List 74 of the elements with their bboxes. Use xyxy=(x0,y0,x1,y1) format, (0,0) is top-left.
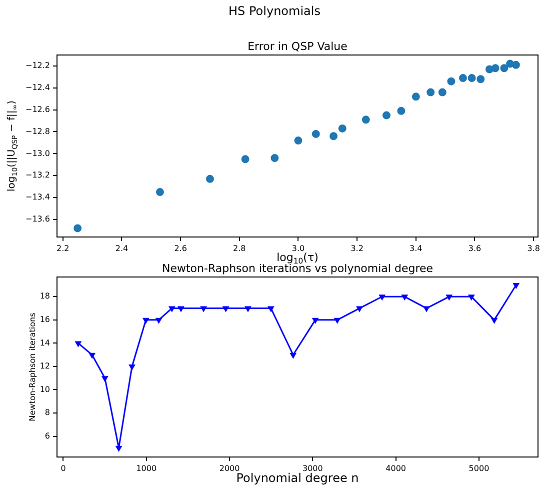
x-tick-label: 2.6 xyxy=(174,244,187,253)
y-tick-label: 10 xyxy=(40,384,50,394)
y-tick-label: −13.0 xyxy=(25,148,50,158)
point xyxy=(491,64,500,72)
x-tick-label: 3000 xyxy=(302,464,323,473)
x-tick-label: 3.8 xyxy=(527,244,540,253)
chart-title: HS Polynomials xyxy=(228,4,320,18)
point xyxy=(382,111,390,120)
y-tick-label: −12.8 xyxy=(25,126,50,136)
point xyxy=(312,130,320,138)
y-axis-title: Newton-Raphson iterations xyxy=(28,312,38,422)
x-tick-label: 2.8 xyxy=(233,244,246,253)
point xyxy=(476,75,485,84)
point xyxy=(458,74,467,82)
point xyxy=(426,88,435,96)
point xyxy=(206,174,214,183)
point xyxy=(438,88,446,96)
point xyxy=(500,64,508,72)
x-tick-label: 3.4 xyxy=(410,244,422,253)
point xyxy=(294,136,302,145)
x-tick-label: 2.4 xyxy=(115,244,128,253)
y-tick-label: −12.4 xyxy=(25,82,50,92)
point xyxy=(491,318,498,324)
y-tick-label: 16 xyxy=(40,315,50,324)
point xyxy=(513,283,520,288)
y-tick-label: 8 xyxy=(44,408,50,418)
point xyxy=(156,318,162,324)
point xyxy=(362,116,370,124)
point xyxy=(290,352,296,358)
point xyxy=(129,364,135,370)
x-tick-label: 2.2 xyxy=(56,244,70,253)
point xyxy=(268,306,274,312)
point xyxy=(156,188,164,196)
x-axis-title: Polynomial degree n xyxy=(236,471,359,486)
x-tick-label: 3.2 xyxy=(350,244,364,253)
point xyxy=(447,77,456,86)
point xyxy=(168,306,175,312)
point xyxy=(89,352,96,358)
point xyxy=(334,318,340,324)
y-tick-label: −12.6 xyxy=(25,104,50,114)
point xyxy=(338,124,346,132)
point xyxy=(356,306,362,312)
point xyxy=(330,132,338,140)
point xyxy=(178,306,184,312)
point xyxy=(142,318,149,324)
x-tick-label: 3.0 xyxy=(292,244,305,253)
point xyxy=(424,306,430,312)
x-tick-label: 3.6 xyxy=(468,244,482,253)
y-tick-label: 18 xyxy=(40,292,50,301)
x-tick-label: 5000 xyxy=(468,464,490,473)
y-tick-label: 6 xyxy=(44,431,50,440)
x-tick-label: 0 xyxy=(60,464,66,473)
point xyxy=(412,92,420,101)
point xyxy=(312,318,318,324)
point xyxy=(116,446,122,452)
point xyxy=(222,306,229,312)
point xyxy=(270,154,279,162)
point xyxy=(512,60,520,69)
chart-subtitle: Error in QSP Value xyxy=(248,40,348,53)
y-tick-label: −13.6 xyxy=(25,214,50,224)
x-tick-label: 1000 xyxy=(136,464,157,473)
x-tick-label: 4000 xyxy=(386,464,406,473)
point xyxy=(245,306,251,312)
x-tick-label: 2000 xyxy=(219,464,240,473)
point xyxy=(74,224,82,232)
point xyxy=(468,74,476,82)
point xyxy=(200,306,206,312)
y-tick-label: −12.2 xyxy=(25,61,50,70)
point xyxy=(241,155,250,164)
y-tick-label: 12 xyxy=(40,362,50,371)
y-tick-label: 14 xyxy=(40,338,50,348)
y-tick-label: −13.2 xyxy=(25,170,50,180)
point xyxy=(397,106,406,115)
y-tick-label: −13.4 xyxy=(25,192,50,202)
